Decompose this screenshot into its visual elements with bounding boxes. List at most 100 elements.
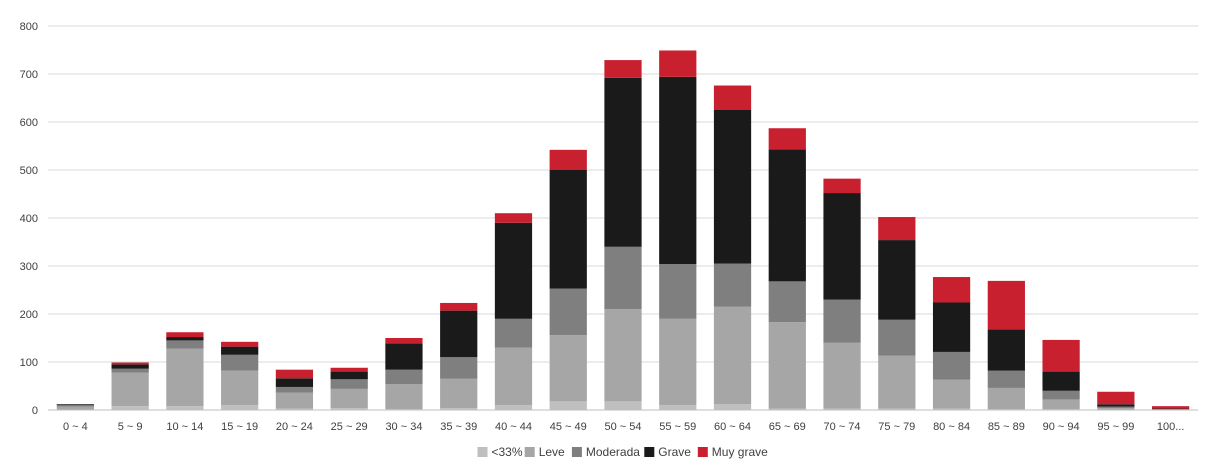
bar-segment — [823, 408, 861, 410]
bar-segment — [166, 340, 204, 349]
bar-segment — [385, 384, 423, 410]
x-tick-label: 80 ~ 84 — [933, 421, 970, 433]
bar-segment — [823, 299, 861, 343]
bar-segment — [549, 401, 587, 410]
bar-segment — [878, 319, 916, 356]
bar-segment — [604, 60, 642, 78]
bar-segment — [932, 408, 971, 410]
legend: <33% Leve Moderada Grave Muy grave — [477, 445, 768, 459]
bar-segment — [385, 343, 423, 370]
bar-segment — [932, 379, 971, 409]
bar-segment — [878, 217, 916, 241]
bar-segment — [604, 401, 642, 410]
bar-segment — [330, 388, 368, 409]
legend-swatch — [477, 447, 488, 457]
bar-segment — [330, 367, 368, 372]
bar-segment — [494, 405, 533, 410]
legend-label: <33% — [492, 445, 523, 459]
bar-segment — [1042, 399, 1080, 410]
bar-segment — [932, 277, 971, 303]
bar-segment — [111, 368, 149, 373]
bar-segment — [494, 222, 533, 319]
bar-segment — [549, 149, 587, 170]
bar-segment — [330, 371, 368, 380]
legend-label: Muy grave — [712, 445, 768, 459]
bar-segment — [440, 310, 478, 358]
x-tick-label: 55 ~ 59 — [659, 421, 696, 433]
bar-segment — [166, 406, 204, 410]
bar-segment — [713, 306, 752, 405]
bar-segment — [385, 338, 423, 344]
bar-segment — [768, 281, 806, 323]
bar-segment — [659, 318, 697, 406]
bar-segment — [659, 264, 697, 319]
bar-segment — [111, 364, 149, 369]
bar-segment — [56, 405, 94, 407]
x-axis-ticks: 0 ~ 4 5 ~ 9 10 ~ 14 15 ~ 19 20 ~ 24 25 ~ 29 30… — [63, 421, 1184, 433]
legend-label: Moderada — [586, 445, 640, 459]
y-tick-label: 400 — [20, 213, 38, 225]
bar-segment — [823, 193, 861, 300]
bar-segment — [56, 406, 94, 410]
legend-swatch — [644, 447, 655, 457]
x-tick-label: 25 ~ 29 — [331, 421, 368, 433]
bar-segment — [878, 240, 916, 320]
x-tick-label: 15 ~ 19 — [221, 421, 258, 433]
bar-segment — [1097, 408, 1135, 410]
x-tick-label: 20 ~ 24 — [276, 421, 313, 433]
bar-segment — [768, 149, 806, 282]
x-tick-label: 45 ~ 49 — [550, 421, 587, 433]
bar-segment — [440, 408, 478, 410]
bar-segment — [56, 404, 94, 406]
x-tick-label: 5 ~ 9 — [118, 421, 143, 433]
bar-segment — [823, 342, 861, 409]
x-tick-label: 60 ~ 64 — [714, 421, 751, 433]
bar-segment — [275, 378, 314, 387]
bar-segment — [713, 110, 752, 264]
bar-segment — [111, 362, 149, 365]
bar-segment — [823, 178, 861, 194]
y-tick-label: 100 — [20, 357, 38, 369]
bar-segment — [1042, 339, 1080, 372]
bar-segment — [768, 408, 806, 410]
bar-segment — [1097, 406, 1135, 409]
bar-segment — [987, 329, 1025, 371]
bar-segment — [713, 85, 752, 110]
bars — [56, 50, 1190, 410]
x-tick-label: 30 ~ 34 — [385, 421, 422, 433]
bar-segment — [166, 337, 204, 341]
y-tick-label: 200 — [20, 309, 38, 321]
bar-segment — [221, 341, 259, 347]
x-tick-label: 95 ~ 99 — [1097, 421, 1134, 433]
y-tick-label: 600 — [20, 117, 38, 129]
bar-segment — [713, 263, 752, 307]
bar-segment — [275, 386, 314, 393]
bar-segment — [1097, 391, 1135, 405]
legend-label: Grave — [658, 445, 691, 459]
bar-segment — [878, 408, 916, 410]
bar-segment — [385, 369, 423, 385]
bar-segment — [659, 76, 697, 265]
bar-segment — [659, 50, 697, 77]
bar-segment — [604, 246, 642, 310]
bar-segment — [932, 302, 971, 352]
bar-segment — [440, 302, 478, 311]
bar-segment — [768, 128, 806, 150]
x-tick-label: 90 ~ 94 — [1043, 421, 1080, 433]
x-tick-label: 50 ~ 54 — [604, 421, 641, 433]
bar-segment — [604, 77, 642, 247]
legend-swatch — [524, 447, 535, 457]
legend-label: Leve — [539, 445, 565, 459]
bar-segment — [1042, 371, 1080, 391]
x-tick-label: 100... — [1157, 421, 1185, 433]
y-tick-label: 800 — [20, 21, 38, 33]
bar-segment — [987, 280, 1025, 330]
x-tick-label: 70 ~ 74 — [824, 421, 861, 433]
bar-segment — [878, 355, 916, 409]
x-tick-label: 40 ~ 44 — [495, 421, 532, 433]
y-tick-label: 300 — [20, 261, 38, 273]
bar-segment — [987, 370, 1025, 388]
bar-segment — [987, 387, 1025, 410]
